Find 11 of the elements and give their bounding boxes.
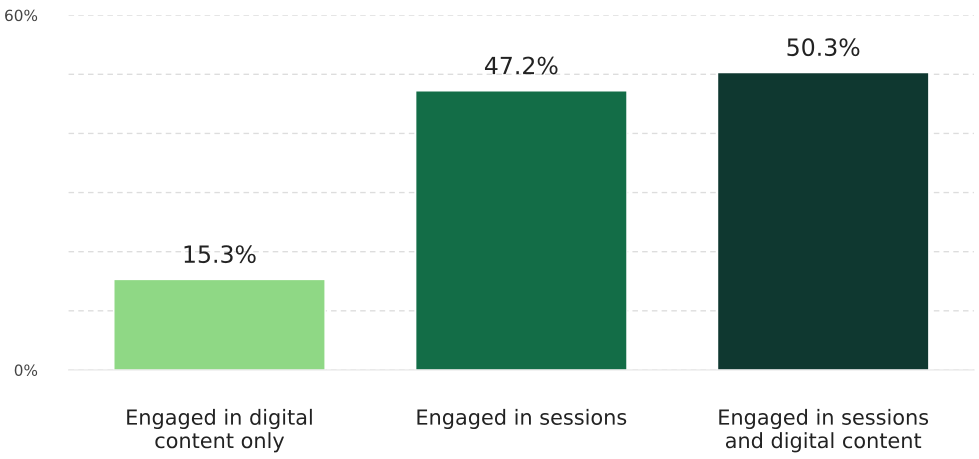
y-tick-label: 0% bbox=[14, 364, 38, 376]
y-tick-label: 60% bbox=[5, 10, 38, 22]
data-label: 50.3% bbox=[787, 38, 860, 56]
data-label: 15.3% bbox=[184, 245, 256, 264]
x-tick-label: Engaged in digital content only bbox=[127, 408, 312, 452]
x-tick-label: Engaged in sessions bbox=[417, 408, 626, 430]
data-label: 47.2% bbox=[484, 56, 558, 74]
bar bbox=[716, 72, 930, 370]
bar bbox=[113, 278, 326, 370]
bar bbox=[414, 90, 628, 370]
x-tick-label: Engaged in sessions and digital content bbox=[719, 408, 928, 452]
